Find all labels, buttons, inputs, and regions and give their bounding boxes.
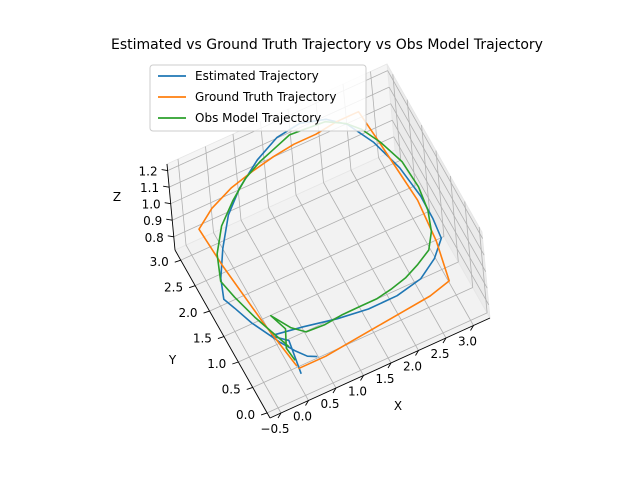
- z-tick-label-2: 1.0: [142, 198, 161, 212]
- y-tick-5: [189, 285, 196, 289]
- x-tick-7: [470, 325, 474, 331]
- grid-wall-y-1: [464, 201, 474, 288]
- grid-wall-x-0: [177, 158, 187, 246]
- x-tick-4: [387, 362, 392, 369]
- y-tick-label-6: 3.0: [150, 255, 169, 269]
- z-tick-4: [161, 169, 168, 172]
- z-tick-label-4: 1.2: [139, 165, 158, 179]
- z-tick-0: [167, 235, 174, 238]
- y-tick-label-3: 1.5: [193, 332, 212, 346]
- y-tick-6: [174, 259, 181, 263]
- grid-wall-x-2: [232, 133, 242, 221]
- series-obs-model-trajectory: [216, 120, 433, 361]
- grid-wallx-z-1: [391, 120, 488, 289]
- z-tick-1: [166, 218, 173, 221]
- grid-wallx-z-3: [388, 86, 485, 256]
- grid-floor-y-6: [180, 159, 401, 261]
- z-axis-label: Z: [113, 190, 121, 204]
- grid-wallx-z-2: [390, 103, 487, 272]
- x-tick-label-0: −0.5: [260, 422, 289, 436]
- grid-wall-y-6: [392, 74, 402, 161]
- x-tick-label-1: 0.0: [293, 410, 312, 424]
- grid-wall-y-2: [449, 175, 459, 263]
- legend-frame: [149, 64, 367, 132]
- chart-title: Estimated vs Ground Truth Trajectory vs …: [111, 37, 543, 53]
- x-tick-label-5: 2.0: [403, 360, 422, 374]
- legend-label-estimated: Estimated Trajectory: [195, 69, 319, 83]
- x-tick-label-3: 1.0: [348, 385, 367, 399]
- legend-label-ground-truth: Ground Truth Trajectory: [195, 90, 336, 104]
- grid-floor-x-6: [350, 169, 447, 339]
- x-tick-label-2: 0.5: [320, 397, 339, 411]
- grid-wall-x-1: [205, 146, 214, 233]
- grid-wallx-z-0: [393, 136, 490, 305]
- grid-floor-x-3: [268, 207, 364, 376]
- x-tick-0: [277, 412, 282, 419]
- axis-panes: [166, 63, 491, 419]
- x-tick-2: [332, 387, 337, 394]
- x-tick-5: [415, 350, 419, 356]
- grid-floor-y-5: [194, 185, 416, 287]
- grid-floor-x-5: [323, 182, 419, 351]
- grid-floor-y-0: [266, 312, 488, 414]
- z-axis-line: [166, 163, 176, 251]
- grid-wall-y-0: [478, 226, 488, 313]
- x-tick-1: [305, 400, 309, 406]
- y-tick-label-2: 1.0: [207, 357, 226, 371]
- y-tick-label-0: 0.0: [236, 408, 255, 422]
- grid-lines: [167, 70, 490, 414]
- z-tick-3: [163, 185, 170, 188]
- grid-wallx-z-4: [387, 70, 483, 239]
- grid-floor-y-4: [209, 210, 430, 312]
- grid-wall-x-7: [370, 71, 379, 158]
- z-tick-label-0: 0.8: [145, 231, 164, 245]
- y-tick-0: [260, 412, 268, 416]
- x-axis-label: X: [394, 399, 402, 413]
- z-tick-label-3: 1.1: [140, 181, 159, 195]
- grid-wall-x-3: [260, 121, 269, 208]
- y-axis-label: Y: [168, 353, 177, 367]
- x-tick-6: [442, 337, 447, 344]
- grid-wall-y-5: [406, 99, 416, 186]
- y-tick-3: [217, 336, 225, 339]
- grid-floor-x-0: [185, 244, 282, 414]
- x-tick-label-4: 1.5: [375, 372, 394, 386]
- x-tick-3: [360, 375, 364, 381]
- y-tick-label-5: 2.5: [164, 281, 183, 295]
- grid-floor-x-1: [213, 232, 309, 401]
- grid-floor-x-2: [240, 219, 337, 389]
- y-tick-2: [232, 361, 239, 365]
- y-tick-label-4: 2.0: [178, 306, 197, 320]
- z-tick-2: [164, 202, 171, 205]
- grid-wally-z-1: [172, 119, 393, 221]
- x-tick-label-7: 3.0: [458, 335, 477, 349]
- x-tick-label-6: 2.5: [430, 347, 449, 361]
- tick-marks: [161, 169, 474, 419]
- y-axis-line: [174, 249, 271, 419]
- grid-floor-x-4: [295, 194, 392, 364]
- y-tick-4: [203, 310, 210, 314]
- legend-label-obs-model: Obs Model Trajectory: [195, 111, 321, 125]
- y-tick-label-1: 0.5: [222, 382, 241, 396]
- legend: Estimated Trajectory Ground Truth Trajec…: [149, 64, 367, 132]
- x-axis-line: [269, 317, 491, 419]
- z-tick-label-1: 0.9: [143, 214, 162, 228]
- grid-wally-z-0: [173, 136, 394, 238]
- grid-wall-y-4: [421, 125, 430, 212]
- grid-floor-x-7: [378, 157, 474, 326]
- grid-wall-y-3: [435, 150, 445, 237]
- tick-labels: −0.5 0.0 0.5 1.0 1.5 2.0 2.5 3.0 0.0 0.5 1.0 1.5 2.0…: [139, 165, 478, 436]
- axis-lines: [166, 163, 491, 419]
- grid-floor-y-1: [252, 287, 473, 388]
- y-tick-1: [246, 387, 253, 390]
